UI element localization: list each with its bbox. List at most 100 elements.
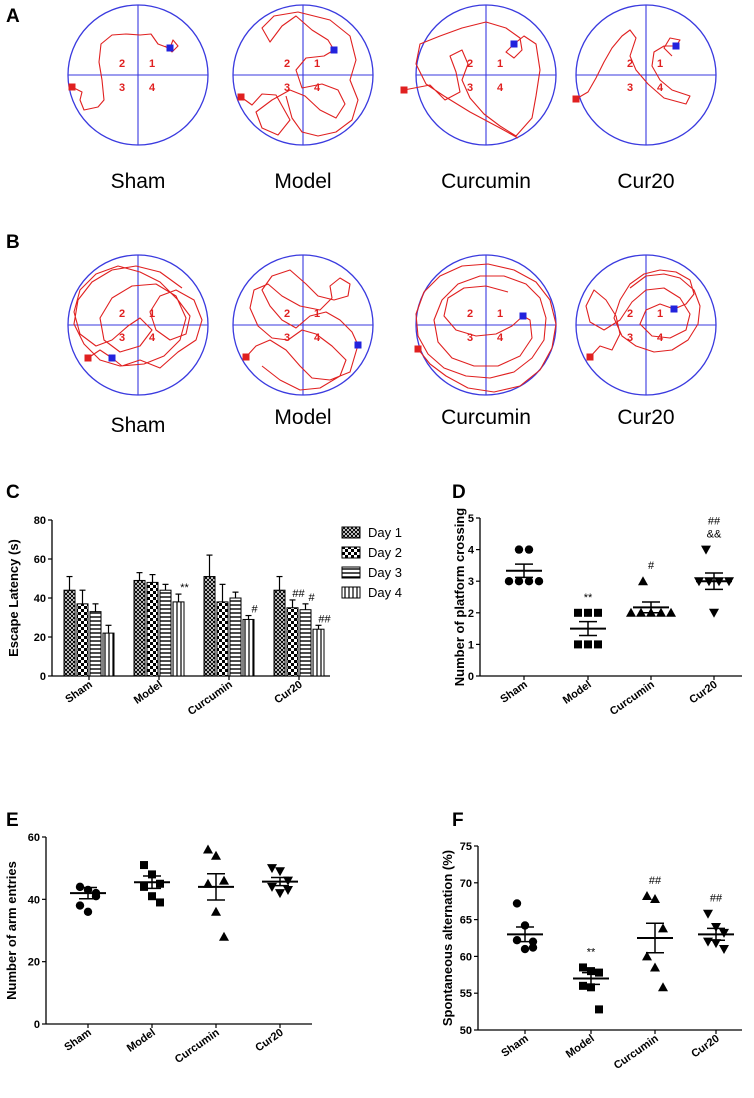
data-point <box>650 962 660 972</box>
arm-entries-scatter: 0 20 40 60 Sham Model Curcumin Cur20 Number of a… <box>4 832 312 1066</box>
quadrant-label-3: 3 <box>627 82 633 94</box>
data-point <box>514 577 524 586</box>
data-point <box>711 922 721 932</box>
data-point <box>148 892 156 901</box>
y-tick-label: 3 <box>468 576 474 588</box>
y-tick-label: 20 <box>28 957 40 969</box>
spontaneous-alternation-scatter: 50 55 60 65 70 75 Sham Model Curcumin Cur20 Sponta… <box>440 841 742 1072</box>
swim-path <box>245 269 359 391</box>
quadrant-label-4: 4 <box>149 332 156 344</box>
y-tick-label: 0 <box>468 671 474 683</box>
start-marker <box>68 83 76 91</box>
start-marker <box>84 354 92 362</box>
pool-a-label-curcumin: Curcumin <box>441 170 531 193</box>
data-point <box>267 882 277 892</box>
quadrant-label-3: 3 <box>467 82 473 94</box>
pool-b-model: 123 4 <box>232 254 374 396</box>
y-axis-title: Spontaneous alternation (%) <box>440 850 455 1026</box>
y-tick-label: 0 <box>40 671 46 683</box>
bar <box>203 576 216 677</box>
legend-swatch <box>341 526 361 539</box>
platform-marker <box>510 40 518 48</box>
bar <box>146 581 159 677</box>
y-axis-title: Escape Latency (s) <box>6 539 21 657</box>
data-point <box>148 870 156 879</box>
panel-letter-b: B <box>6 232 20 253</box>
legend-swatch <box>341 546 361 559</box>
significance-mark: # <box>251 604 258 616</box>
quadrant-label-1: 1 <box>657 58 663 70</box>
quadrant-label-4: 4 <box>657 82 664 94</box>
data-point <box>203 878 213 888</box>
y-tick-label: 40 <box>28 894 40 906</box>
y-tick-label: 20 <box>34 632 46 644</box>
escape-latency-bar-chart: 0 20 40 60 80 Sham Model Curcumin Cur20 Escape La… <box>6 515 402 718</box>
data-point <box>283 885 293 895</box>
x-tick-label: Sham <box>62 1027 94 1054</box>
y-tick-label: 40 <box>34 593 46 605</box>
start-marker <box>400 86 408 94</box>
quadrant-label-2: 2 <box>627 308 633 320</box>
bar <box>159 589 172 677</box>
swim-path <box>585 269 701 358</box>
data-point <box>83 907 93 916</box>
data-point <box>520 944 530 954</box>
bar <box>242 618 255 677</box>
y-tick-label: 1 <box>468 639 474 651</box>
x-tick-label: Cur20 <box>687 679 719 707</box>
quadrant-label-3: 3 <box>119 82 125 94</box>
pool-a-label-model: Model <box>274 170 331 193</box>
y-tick-label: 65 <box>460 915 472 927</box>
bar <box>312 628 325 677</box>
quadrant-label-3: 3 <box>119 332 125 344</box>
bar <box>299 609 312 677</box>
data-point <box>574 640 582 649</box>
platform-marker <box>354 341 362 349</box>
data-point <box>594 608 602 617</box>
data-point <box>709 608 719 618</box>
data-point <box>579 981 587 990</box>
legend-label: Day 3 <box>368 565 402 580</box>
y-tick-label: 80 <box>34 515 46 527</box>
significance-mark: ## <box>708 516 721 528</box>
panel-letter-c: C <box>6 482 20 503</box>
y-tick-label: 5 <box>468 513 474 525</box>
quadrant-label-2: 2 <box>119 308 125 320</box>
data-point <box>666 607 676 617</box>
significance-mark: ## <box>318 613 331 625</box>
pool-a-cur20: 1 2 3 4 <box>572 4 717 146</box>
quadrant-label-1: 1 <box>149 58 155 70</box>
data-point <box>75 901 85 910</box>
y-tick-label: 60 <box>34 554 46 566</box>
platform-crossing-scatter: 0 1 2 3 4 5 Sham Model Curcumin Cur20 Number of pl… <box>452 508 742 718</box>
swim-path <box>415 263 557 393</box>
data-point <box>528 943 538 952</box>
platform-marker <box>672 42 680 50</box>
data-point <box>719 945 729 955</box>
bar <box>133 579 146 677</box>
quadrant-label-2: 2 <box>119 58 125 70</box>
bar <box>76 603 89 677</box>
y-tick-label: 55 <box>460 988 472 1000</box>
y-axis-title: Number of arm entries <box>4 861 19 1000</box>
pool-b-sham: 1 2 3 4 <box>67 254 209 396</box>
pool-a-label-cur20: Cur20 <box>617 170 674 193</box>
quadrant-label-4: 4 <box>314 82 321 94</box>
quadrant-label-4: 4 <box>314 332 321 344</box>
y-axis-title: Number of platform crossing <box>452 508 467 686</box>
data-point <box>514 545 524 554</box>
swim-path <box>240 11 359 137</box>
quadrant-label-2: 2 <box>627 58 633 70</box>
panel-letter-d: D <box>452 482 466 503</box>
y-tick-label: 2 <box>468 608 474 620</box>
quadrant-label-1: 1 <box>657 308 663 320</box>
legend-label: Day 4 <box>368 585 402 600</box>
legend-label: Day 2 <box>368 545 402 560</box>
data-point <box>524 545 534 554</box>
x-tick-label: Model <box>561 679 594 707</box>
platform-marker <box>330 46 338 54</box>
data-point <box>595 1005 603 1014</box>
data-point <box>156 879 164 888</box>
data-point <box>512 899 522 908</box>
pool-b-curcumin: 1 2 3 4 <box>414 254 557 396</box>
